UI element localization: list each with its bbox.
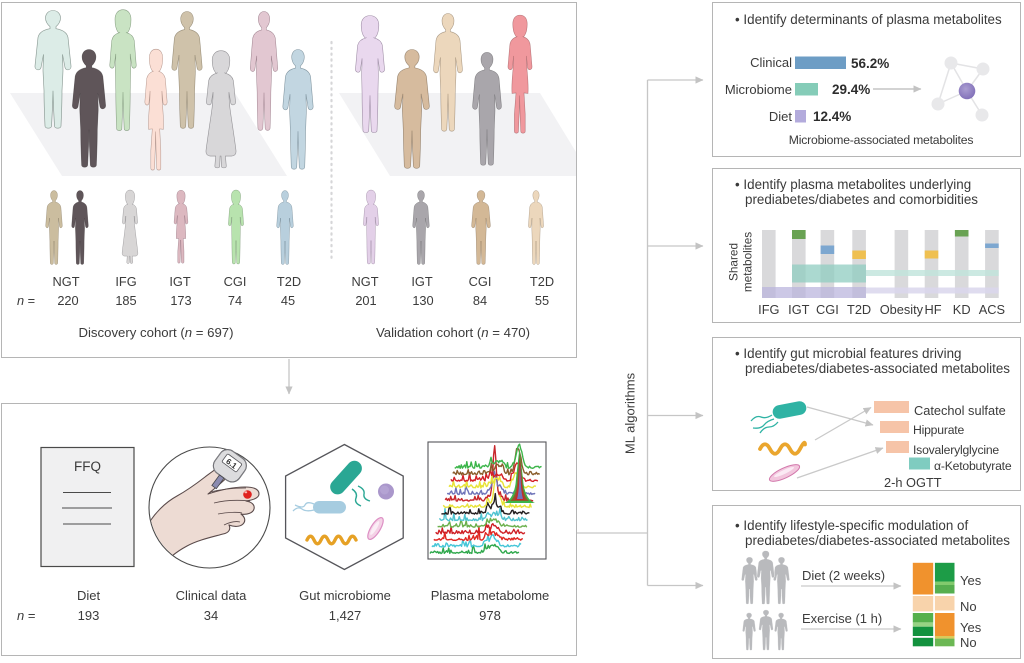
svg-text:FFQ: FFQ: [74, 459, 101, 474]
